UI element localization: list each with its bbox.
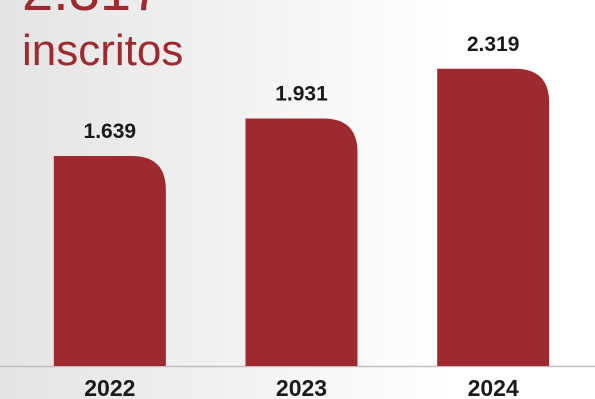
value-label-2023: 1.931 bbox=[275, 83, 328, 106]
headline-subtitle: inscritos bbox=[22, 26, 184, 75]
category-label-2024: 2024 bbox=[468, 375, 519, 399]
category-label-2023: 2023 bbox=[276, 375, 327, 399]
headline-number: 2.317 bbox=[22, 0, 162, 23]
bar-2024 bbox=[437, 68, 550, 366]
category-label-2022: 2022 bbox=[84, 375, 135, 399]
bar-2023 bbox=[245, 118, 358, 367]
bar-2022 bbox=[53, 155, 166, 366]
value-label-2024: 2.319 bbox=[467, 33, 520, 56]
value-label-2022: 1.639 bbox=[84, 120, 137, 143]
